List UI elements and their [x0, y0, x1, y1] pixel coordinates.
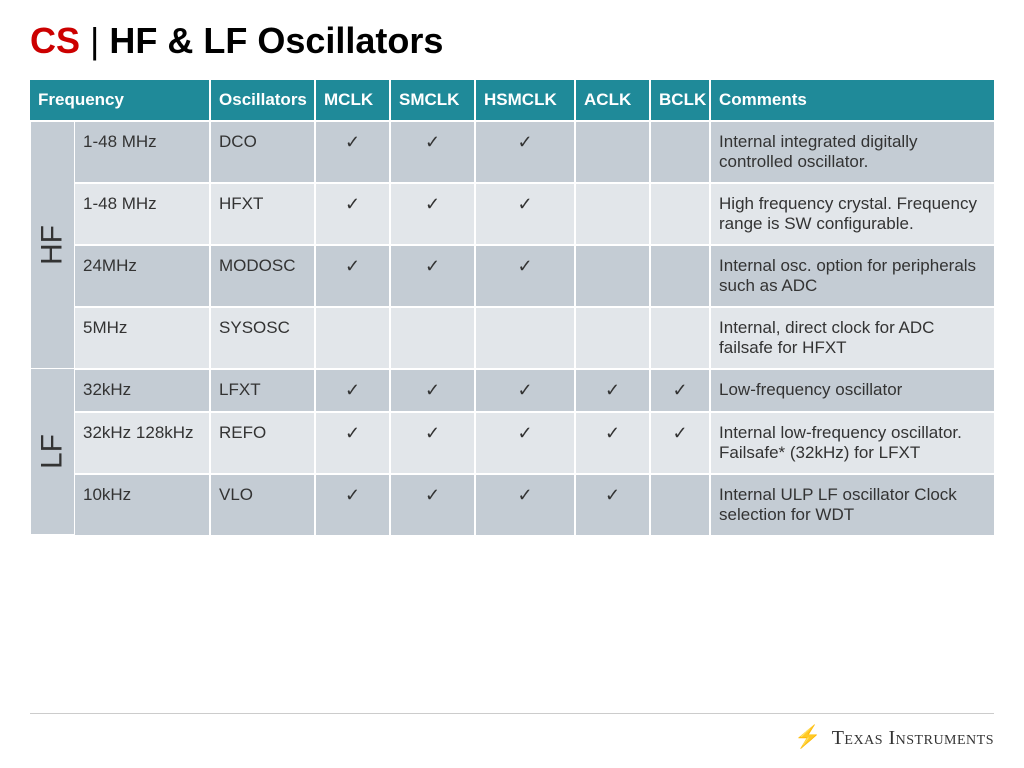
freq-cell: 32kHz — [74, 369, 210, 412]
table-header-row: FrequencyOscillatorsMCLKSMCLKHSMCLKACLKB… — [30, 80, 994, 121]
check-cell: ✓ — [315, 474, 390, 535]
check-cell: ✓ — [390, 412, 475, 474]
osc-cell: SYSOSC — [210, 307, 315, 369]
check-cell: ✓ — [650, 369, 710, 412]
comment-cell: Internal integrated digitally controlled… — [710, 121, 994, 183]
col-header: Comments — [710, 80, 994, 121]
comment-cell: Internal osc. option for peripherals suc… — [710, 245, 994, 307]
table-row: 1-48 MHzHFXT✓✓✓High frequency crystal. F… — [30, 183, 994, 245]
ti-logo-icon: ⚡ — [794, 724, 822, 749]
check-cell: ✓ — [315, 412, 390, 474]
osc-cell: LFXT — [210, 369, 315, 412]
check-cell: ✓ — [475, 412, 575, 474]
col-header: BCLK — [650, 80, 710, 121]
check-cell — [575, 121, 650, 183]
freq-cell: 10kHz — [74, 474, 210, 535]
osc-cell: MODOSC — [210, 245, 315, 307]
check-cell — [575, 245, 650, 307]
check-cell — [575, 183, 650, 245]
table-row: 24MHzMODOSC✓✓✓Internal osc. option for p… — [30, 245, 994, 307]
check-cell: ✓ — [475, 183, 575, 245]
comment-cell: Internal low-frequency oscillator. Fails… — [710, 412, 994, 474]
freq-cell: 5MHz — [74, 307, 210, 369]
oscillator-table: FrequencyOscillatorsMCLKSMCLKHSMCLKACLKB… — [30, 80, 994, 535]
check-cell — [650, 474, 710, 535]
check-cell: ✓ — [390, 121, 475, 183]
group-label: HF — [30, 121, 74, 369]
check-cell: ✓ — [390, 474, 475, 535]
check-cell: ✓ — [475, 121, 575, 183]
comment-cell: Low-frequency oscillator — [710, 369, 994, 412]
comment-cell: High frequency crystal. Frequency range … — [710, 183, 994, 245]
check-cell: ✓ — [315, 121, 390, 183]
check-cell: ✓ — [575, 412, 650, 474]
comment-cell: Internal, direct clock for ADC failsafe … — [710, 307, 994, 369]
table-row: 5MHzSYSOSC Internal, direct clock for ADC… — [30, 307, 994, 369]
check-cell: ✓ — [475, 474, 575, 535]
check-cell: ✓ — [475, 245, 575, 307]
freq-cell: 1-48 MHz — [74, 121, 210, 183]
footer: ⚡ Texas Instruments — [30, 713, 994, 750]
check-cell: ✓ — [650, 412, 710, 474]
check-cell: ✓ — [475, 369, 575, 412]
col-header: HSMCLK — [475, 80, 575, 121]
title-bar: | — [80, 20, 109, 61]
table-row: HF1-48 MHzDCO✓✓✓Internal integrated digi… — [30, 121, 994, 183]
check-cell: ✓ — [390, 369, 475, 412]
check-cell: ✓ — [575, 474, 650, 535]
check-cell — [475, 307, 575, 369]
ti-brand: Texas Instruments — [832, 727, 994, 749]
comment-cell: Internal ULP LF oscillator Clock selecti… — [710, 474, 994, 535]
check-cell: ✓ — [575, 369, 650, 412]
page-title: CS | HF & LF Oscillators — [30, 20, 994, 62]
osc-cell: HFXT — [210, 183, 315, 245]
table-row: LF32kHzLFXT✓✓✓✓✓Low-frequency oscillator — [30, 369, 994, 412]
title-rest: HF & LF Oscillators — [109, 20, 443, 61]
check-cell — [650, 307, 710, 369]
check-cell — [650, 183, 710, 245]
group-label: LF — [30, 369, 74, 535]
table-row: 10kHzVLO✓✓✓✓Internal ULP LF oscillator C… — [30, 474, 994, 535]
check-cell: ✓ — [315, 183, 390, 245]
check-cell — [650, 245, 710, 307]
table-row: 32kHz 128kHzREFO✓✓✓✓✓Internal low-freque… — [30, 412, 994, 474]
osc-cell: VLO — [210, 474, 315, 535]
col-header: MCLK — [315, 80, 390, 121]
check-cell — [575, 307, 650, 369]
col-header: Frequency — [30, 80, 210, 121]
check-cell: ✓ — [390, 245, 475, 307]
freq-cell: 32kHz 128kHz — [74, 412, 210, 474]
col-header: Oscillators — [210, 80, 315, 121]
check-cell — [390, 307, 475, 369]
check-cell: ✓ — [390, 183, 475, 245]
check-cell — [315, 307, 390, 369]
check-cell — [650, 121, 710, 183]
freq-cell: 24MHz — [74, 245, 210, 307]
title-cs: CS — [30, 20, 80, 61]
col-header: ACLK — [575, 80, 650, 121]
check-cell: ✓ — [315, 369, 390, 412]
freq-cell: 1-48 MHz — [74, 183, 210, 245]
osc-cell: REFO — [210, 412, 315, 474]
col-header: SMCLK — [390, 80, 475, 121]
osc-cell: DCO — [210, 121, 315, 183]
check-cell: ✓ — [315, 245, 390, 307]
